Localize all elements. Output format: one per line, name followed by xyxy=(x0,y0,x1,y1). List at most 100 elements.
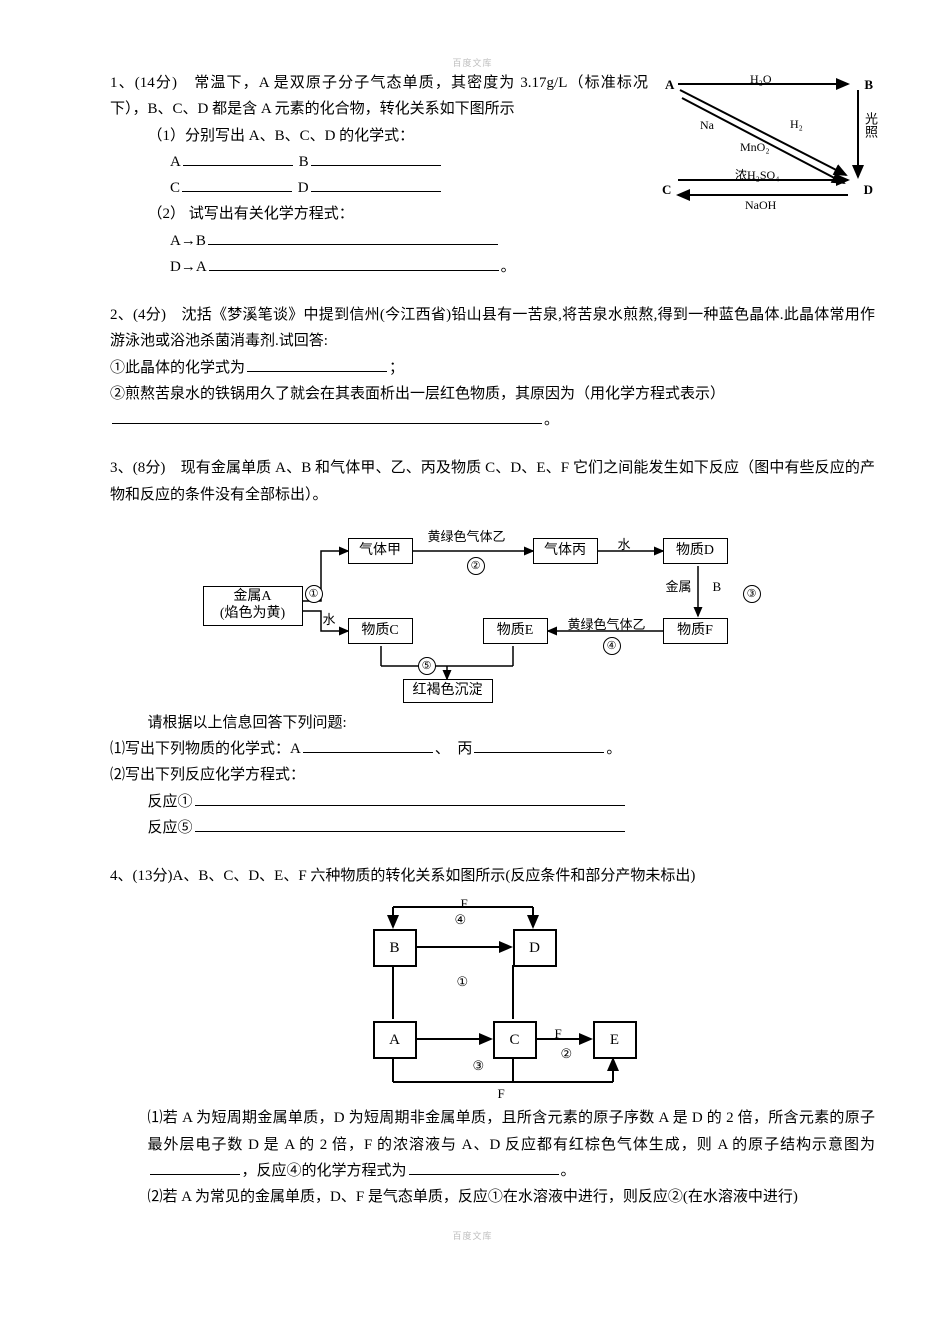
q3-prompt: 请根据以上信息回答下列问题: xyxy=(110,710,875,736)
d3-circ3: ③ xyxy=(743,585,761,603)
blank xyxy=(247,356,387,372)
blank xyxy=(409,1159,559,1175)
q4-sub2: ⑵若 A 为常见的金属单质，D、F 是气态单质，反应①在水溶液中进行，则反应②(… xyxy=(110,1184,875,1210)
q4-s1c: 。 xyxy=(561,1163,576,1179)
blank xyxy=(150,1159,240,1175)
d3-circ1: ① xyxy=(305,585,323,603)
d3-gas3: 气体丙 xyxy=(533,538,598,564)
q1-label-b: B xyxy=(299,154,309,170)
d1-node-c: C xyxy=(662,179,671,202)
blank xyxy=(311,150,441,166)
blank xyxy=(183,150,293,166)
d4-c2: ② xyxy=(561,1043,573,1066)
q2-blank: 。 xyxy=(110,407,875,433)
q1-header: 1、(14分) 常温下，A 是双原子分子气态单质，其密度为 3.17g/L（标准… xyxy=(110,70,648,123)
q3-s1b: 、 丙 xyxy=(435,741,473,757)
q1-part1: （1）分别写出 A、B、C、D 的化学式： xyxy=(110,123,648,149)
blank xyxy=(112,408,542,424)
q1-period: 。 xyxy=(501,259,516,275)
q3-r1: 反应① xyxy=(110,789,875,815)
watermark-bottom: 百度文库 xyxy=(452,1229,492,1242)
d3-water2: 水 xyxy=(323,609,336,632)
q1-eqda-label: D→A xyxy=(170,259,207,275)
blank xyxy=(195,790,625,806)
q1-part2: （2） 试写出有关化学方程式： xyxy=(110,201,648,227)
d1-light: 光照 xyxy=(858,112,881,138)
q2-line2: ②煎熬苦泉水的铁锅用久了就会在其表面析出一层红色物质，其原因为（用化学方程式表示… xyxy=(110,381,875,407)
q1-blanks-ab: A B xyxy=(110,149,648,175)
q3-sub1: ⑴写出下列物质的化学式：A 、 丙 。 xyxy=(110,736,875,762)
q1-diagram: A B C D H₂O H₂ Na MnO₂ 浓H₂SO₄ NaOH 光照 xyxy=(660,72,875,217)
q2-period: 。 xyxy=(544,412,559,428)
d1-h2o: H₂O xyxy=(750,69,772,90)
q4-s1: ⑴若 A 为短周期金属单质，D 为短周期非金属单质，且所含元素的原子序数 A 是… xyxy=(148,1110,876,1152)
d3-matter-d: 物质D xyxy=(663,538,728,564)
d3-metalb2: B xyxy=(713,576,722,599)
q4-sub1: ⑴若 A 为短周期金属单质，D 为短周期非金属单质，且所含元素的原子序数 A 是… xyxy=(110,1105,875,1184)
q2-header: 2、(4分) 沈括《梦溪笔谈》中提到信州(今江西省)铅山县有一苦泉,将苦泉水煎熬… xyxy=(110,302,875,355)
d4-f-bot: F xyxy=(498,1083,505,1106)
q3-r1-label: 反应① xyxy=(148,794,193,810)
question-2: 2、(4分) 沈括《梦溪笔谈》中提到信州(今江西省)铅山县有一苦泉,将苦泉水煎熬… xyxy=(110,302,875,433)
blank xyxy=(474,737,604,753)
blank xyxy=(311,176,441,192)
d4-c3: ③ xyxy=(473,1055,485,1078)
q3-header: 3、(8分) 现有金属单质 A、B 和气体甲、乙、丙及物质 C、D、E、F 它们… xyxy=(110,455,875,508)
d3-precipitate: 红褐色沉淀 xyxy=(403,679,493,703)
q3-sub2: ⑵写出下列反应化学方程式： xyxy=(110,762,875,788)
d3-circ2: ② xyxy=(467,557,485,575)
q3-s1c: 。 xyxy=(606,741,621,757)
q1-label-a: A xyxy=(170,154,181,170)
q4-diagram: B D A C E F F F ④ ① ② ③ xyxy=(333,897,653,1097)
d4-box-d: D xyxy=(513,929,557,967)
blank xyxy=(208,229,498,245)
question-3: 3、(8分) 现有金属单质 A、B 和气体甲、乙、丙及物质 C、D、E、F 它们… xyxy=(110,455,875,841)
d4-c4: ④ xyxy=(455,909,467,932)
d3-matter-e: 物质E xyxy=(483,618,548,644)
q1-eqab-label: A→B xyxy=(170,233,206,249)
d1-na: Na xyxy=(700,115,714,136)
q3-s1a: ⑴写出下列物质的化学式：A xyxy=(110,741,301,757)
d3-gas1: 气体甲 xyxy=(348,538,413,564)
blank xyxy=(195,816,625,832)
question-4: 4、(13分)A、B、C、D、E、F 六种物质的转化关系如图所示(反应条件和部分… xyxy=(110,863,875,1210)
d1-mno2: MnO₂ xyxy=(740,137,770,158)
q1-label-d: D xyxy=(298,180,309,196)
q4-s1b: ，反应④的化学方程式为 xyxy=(242,1163,407,1179)
blank xyxy=(209,255,499,271)
watermark-top: 百度文库 xyxy=(452,56,492,69)
d4-box-a: A xyxy=(373,1021,417,1059)
q1-eq-da: D→A 。 xyxy=(110,254,648,280)
q4-header: 4、(13分)A、B、C、D、E、F 六种物质的转化关系如图所示(反应条件和部分… xyxy=(110,863,875,889)
d3-circ4: ④ xyxy=(603,637,621,655)
d4-c1: ① xyxy=(457,971,469,994)
q3-r5: 反应⑤ xyxy=(110,815,875,841)
d1-node-d: D xyxy=(864,179,873,202)
d1-h2: H₂ xyxy=(790,114,803,135)
d3-metal-a: 金属A (焰色为黄) xyxy=(203,586,303,626)
q1-blanks-cd: C D xyxy=(110,175,648,201)
d1-naoh: NaOH xyxy=(745,195,776,216)
q1-label-c: C xyxy=(170,180,180,196)
d1-node-b: B xyxy=(864,74,873,97)
d3-water: 水 xyxy=(618,534,631,557)
blank xyxy=(303,737,433,753)
d3-green-gas: 黄绿色气体乙 xyxy=(428,526,506,549)
q2-l1a: ①此晶体的化学式为 xyxy=(110,360,245,376)
d3-matter-c: 物质C xyxy=(348,618,413,644)
q3-diagram: 金属A (焰色为黄) 气体甲 气体丙 物质D 物质C 物质E 物质F 红褐色沉淀… xyxy=(203,516,783,706)
d1-node-a: A xyxy=(665,74,674,97)
d4-box-c: C xyxy=(493,1021,537,1059)
d4-box-b: B xyxy=(373,929,417,967)
d3-circ5: ⑤ xyxy=(418,657,436,675)
q1-eq-ab: A→B xyxy=(110,228,648,254)
d3-matter-f: 物质F xyxy=(663,618,728,644)
d4-box-e: E xyxy=(593,1021,637,1059)
q3-r5-label: 反应⑤ xyxy=(148,820,193,836)
blank xyxy=(182,176,292,192)
q2-line1: ①此晶体的化学式为 ； xyxy=(110,355,875,381)
d1-h2so4: 浓H₂SO₄ xyxy=(735,165,779,186)
d3-metalb: 金属 xyxy=(666,576,692,599)
question-1: 1、(14分) 常温下，A 是双原子分子气态单质，其密度为 3.17g/L（标准… xyxy=(110,70,875,280)
q2-l1b: ； xyxy=(389,360,404,376)
